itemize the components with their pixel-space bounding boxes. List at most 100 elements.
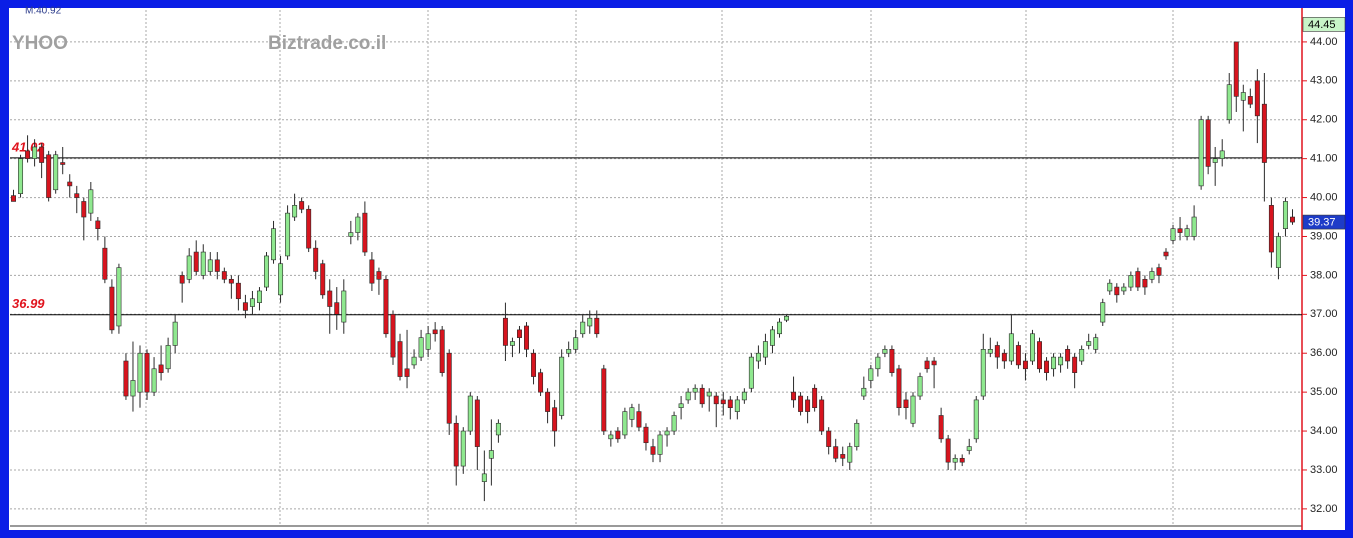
candle-body [917,376,923,397]
candle-body [214,259,220,272]
candle-body [502,317,508,346]
candle-body [1261,103,1267,163]
candle-body [987,349,993,354]
candle-body [777,321,782,335]
candle-body [1100,302,1106,323]
candle-body [938,415,944,440]
price-tag-label: 39.37 [1308,216,1336,228]
candle-body [172,321,178,346]
candle-body [559,356,565,416]
candle-body [699,387,705,405]
candle-body [299,201,305,210]
candle-body [306,208,312,249]
candle-body [629,407,635,420]
candle-body [334,302,340,315]
candle-body [798,395,804,412]
candle-body [1008,333,1014,362]
candle-body [727,399,733,409]
candle-body [966,446,972,451]
candle-body [1212,158,1218,163]
candle-body [439,329,445,373]
candle-body [1037,341,1042,370]
candle-body [545,391,551,412]
candle-body [1198,119,1204,187]
candle-body [53,154,59,191]
candle-body [88,189,94,214]
candle-body [1015,345,1021,366]
candle-body [390,314,396,358]
candle-body [116,267,122,327]
y-tick-label: 43.00 [1310,75,1338,87]
candle-body [1029,333,1035,362]
candle-body [1107,282,1113,292]
candle-body [833,446,839,459]
y-tick-label: 35.00 [1310,386,1338,398]
y-tick-label: 39.00 [1310,230,1338,242]
candle-body [376,271,382,280]
candle-body [144,352,150,393]
candle-body [1240,92,1246,101]
candle-body [805,399,811,412]
candle-body [1170,228,1176,241]
candle-body [608,434,614,440]
candle-body [1282,201,1288,229]
candle-body [931,360,937,366]
candle-body [1086,341,1092,346]
candle-body [60,162,66,165]
candle-body [1022,360,1028,370]
candle-body [636,411,642,428]
candle-body [784,315,789,321]
candle-body [854,422,860,447]
candle-body [411,356,417,366]
candle-body [657,434,663,455]
candle-body [685,391,691,401]
y-tick-label: 40.00 [1310,191,1338,203]
candle-body [994,345,1000,358]
candle-body [531,352,537,377]
candle-body [1191,216,1197,237]
candle-body [481,473,487,482]
candle-body [517,329,522,338]
candle-body [580,321,586,335]
candle-body [1177,228,1183,233]
candle-body [1001,352,1007,362]
candle-body [748,356,754,389]
candle-body [495,422,501,436]
candle-body [1205,119,1211,167]
candle-body [1121,286,1127,292]
candle-body [812,387,818,409]
candle-body [67,181,73,187]
y-tick-label: 34.00 [1310,425,1338,437]
candle-body [46,154,52,198]
y-tick-label: 36.00 [1310,347,1338,359]
candle-body [980,349,986,397]
candle-body [467,395,473,432]
candle-body [362,212,368,253]
candle-body [123,360,129,397]
candle-body [1093,337,1099,350]
candle-body [615,430,621,440]
candle-body [903,399,909,409]
candle-body [706,391,712,397]
candle-body [446,352,452,424]
candle-body [819,399,825,432]
candle-body [81,201,87,218]
candle-body [924,360,930,370]
candle-body [369,259,375,284]
candle-body [95,220,101,229]
candle-body [1290,216,1295,223]
y-tick-label: 41.00 [1310,153,1338,165]
candle-body [973,399,979,440]
candle-body [1184,228,1190,237]
price-tag [1302,214,1346,230]
candle-body [418,337,424,358]
candle-body [453,422,459,467]
y-tick-label: 37.00 [1310,308,1338,320]
candle-body [692,387,698,393]
candle-body [151,368,157,393]
candle-body [671,415,677,432]
candle-body [1268,205,1274,253]
candle-body [720,399,726,405]
annotation: M:40.92 [25,6,62,17]
candle-body [524,325,529,350]
